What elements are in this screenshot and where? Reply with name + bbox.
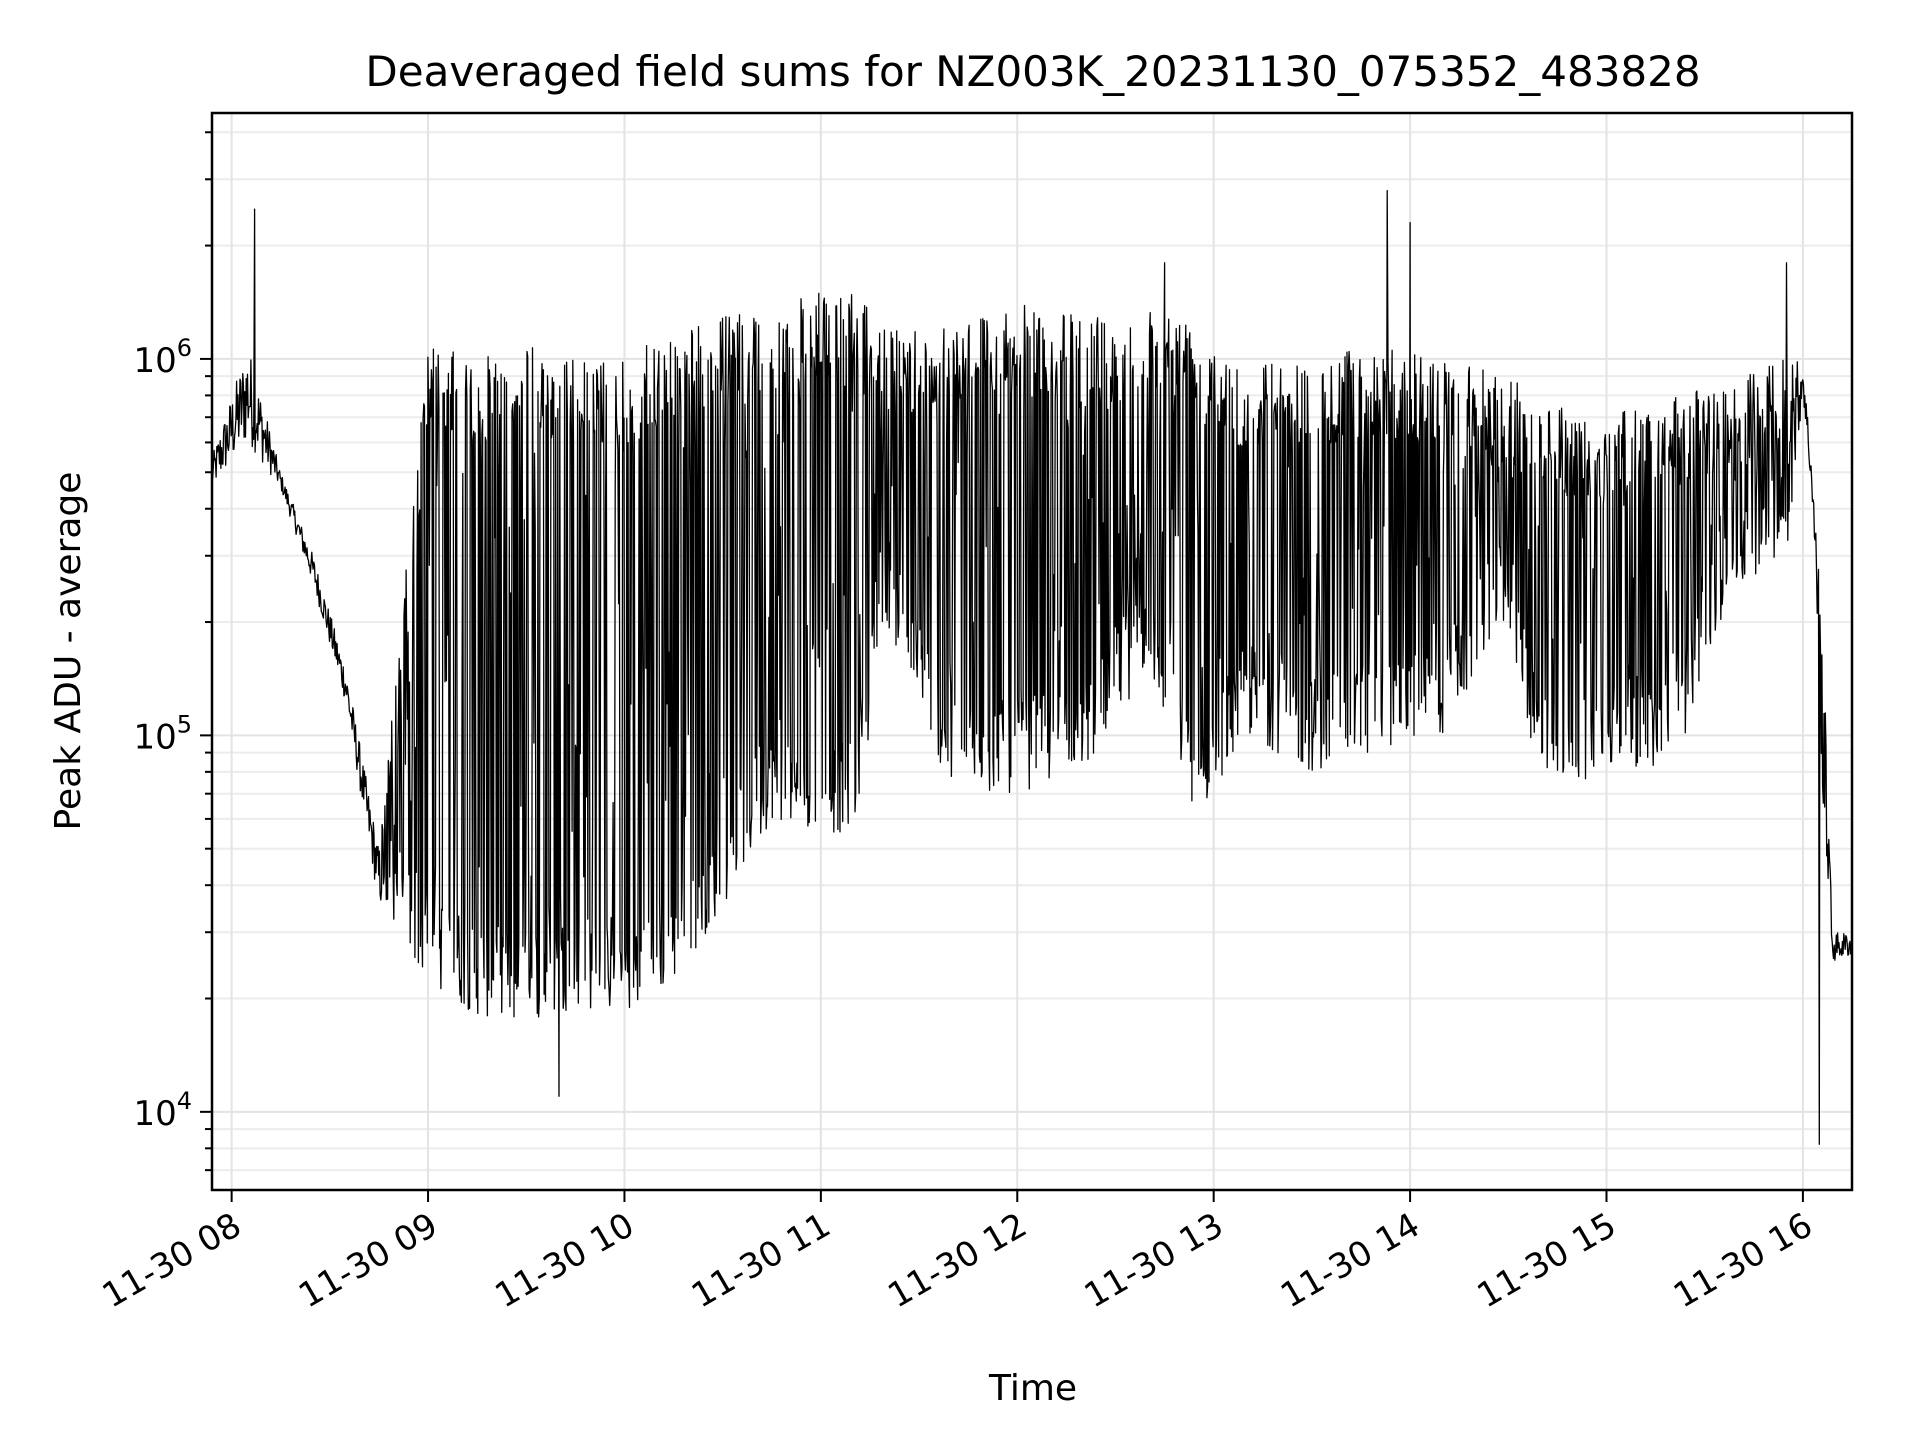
plot-frame bbox=[210, 111, 1854, 1192]
y-tick-label: 104 bbox=[133, 1087, 192, 1134]
y-axis-label: Peak ADU - average bbox=[48, 472, 89, 831]
y-axis: 104 105 106 bbox=[133, 131, 212, 1172]
series-line bbox=[211, 189, 1853, 1145]
x-axis-label: Time bbox=[988, 1368, 1077, 1409]
series-layer bbox=[211, 189, 1853, 1145]
chart-title: Deaveraged field sums for NZ003K_2023113… bbox=[365, 47, 1700, 96]
y-tick-label: 105 bbox=[133, 710, 192, 757]
y-tick-label: 106 bbox=[133, 334, 192, 381]
